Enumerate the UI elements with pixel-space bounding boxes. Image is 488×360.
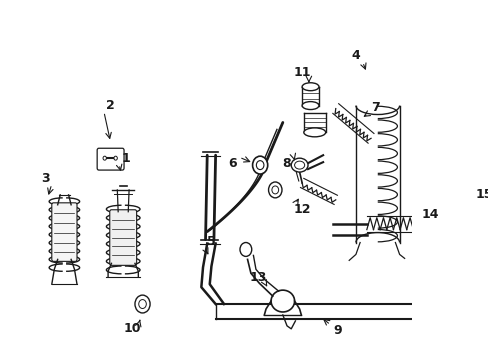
- Ellipse shape: [302, 83, 318, 91]
- Text: 5: 5: [206, 235, 215, 248]
- Text: 12: 12: [293, 203, 310, 216]
- Text: 14: 14: [420, 208, 438, 221]
- Ellipse shape: [103, 156, 106, 160]
- Text: 15: 15: [475, 188, 488, 201]
- Ellipse shape: [294, 161, 304, 169]
- Ellipse shape: [240, 243, 251, 256]
- Text: 2: 2: [106, 99, 115, 112]
- FancyBboxPatch shape: [52, 203, 77, 261]
- Text: 11: 11: [293, 66, 310, 79]
- Text: 3: 3: [41, 171, 49, 185]
- Ellipse shape: [268, 182, 282, 198]
- FancyBboxPatch shape: [453, 196, 488, 293]
- Text: 4: 4: [351, 49, 360, 63]
- Ellipse shape: [270, 290, 294, 312]
- Text: 9: 9: [332, 324, 341, 337]
- Text: 1: 1: [121, 152, 130, 165]
- Text: 13: 13: [249, 271, 266, 284]
- Ellipse shape: [303, 128, 325, 137]
- Ellipse shape: [302, 102, 318, 109]
- Ellipse shape: [271, 186, 278, 194]
- Text: 10: 10: [123, 322, 141, 336]
- FancyBboxPatch shape: [109, 210, 136, 265]
- Text: 6: 6: [227, 157, 236, 170]
- Ellipse shape: [252, 156, 267, 174]
- Text: 8: 8: [282, 157, 291, 170]
- Text: 7: 7: [370, 101, 379, 114]
- Ellipse shape: [135, 295, 150, 313]
- Ellipse shape: [139, 300, 146, 309]
- Ellipse shape: [114, 156, 117, 160]
- Ellipse shape: [256, 161, 264, 170]
- Ellipse shape: [291, 158, 307, 172]
